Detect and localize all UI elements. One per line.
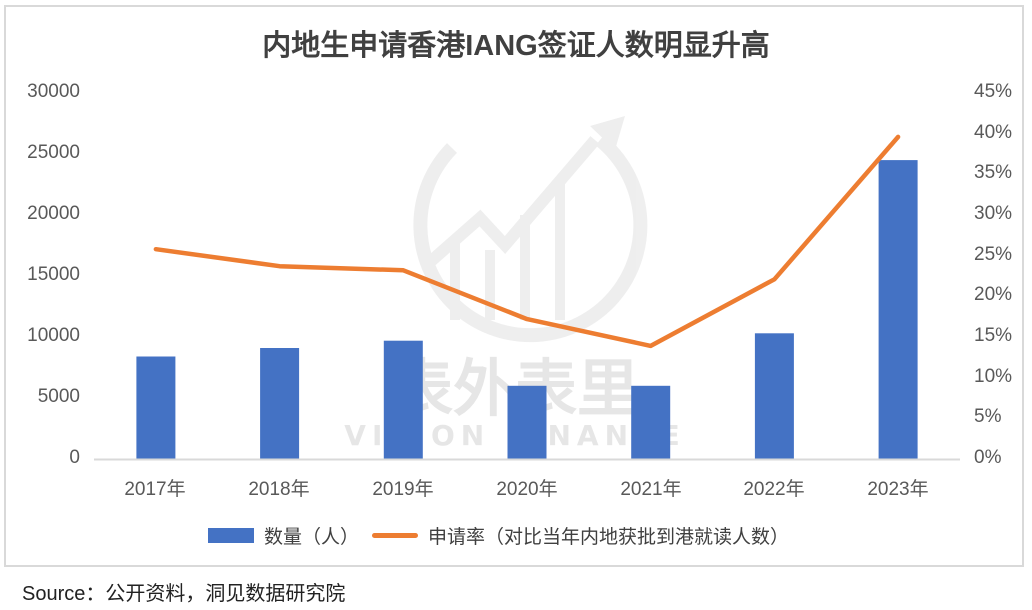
left-tick: 20000 (27, 203, 80, 224)
x-tick: 2017年 (124, 479, 186, 500)
legend-item-rate[interactable]: 申请率（对比当年内地获批到港就读人数） (372, 522, 789, 549)
watermark-logo-icon (413, 116, 648, 343)
x-tick: 2022年 (743, 479, 805, 500)
left-tick: 15000 (27, 264, 80, 285)
left-tick: 5000 (37, 386, 80, 407)
bar[interactable] (878, 160, 918, 459)
right-tick: 40% (974, 122, 1013, 143)
bar-swatch-icon (208, 528, 254, 543)
right-tick: 15% (974, 325, 1013, 346)
bar-series (136, 160, 918, 460)
left-tick: 0 (69, 447, 80, 468)
right-tick: 35% (974, 162, 1013, 183)
chart-title: 内地生申请香港IANG签证人数明显升高 (262, 30, 770, 62)
bar[interactable] (754, 333, 794, 459)
legend-label: 申请率（对比当年内地获批到港就读人数） (428, 527, 790, 548)
bar[interactable] (260, 348, 300, 459)
source-note: Source：公开资料，洞见数据研究院 (22, 583, 346, 605)
right-tick: 25% (974, 244, 1013, 265)
bar[interactable] (507, 385, 547, 459)
right-tick: 0% (974, 447, 1002, 468)
legend-label: 数量（人） (264, 527, 360, 548)
x-tick: 2018年 (248, 479, 310, 500)
line-swatch-icon (372, 533, 418, 538)
x-tick: 2019年 (372, 479, 434, 500)
right-tick: 30% (974, 203, 1013, 224)
right-tick: 20% (974, 284, 1013, 305)
chart-frame (4, 5, 1024, 567)
right-tick: 5% (974, 406, 1002, 427)
legend-item-count[interactable]: 数量（人） (208, 522, 359, 549)
left-tick: 10000 (27, 325, 80, 346)
bar[interactable] (136, 356, 176, 460)
left-tick: 30000 (27, 81, 80, 102)
bar[interactable] (383, 340, 423, 459)
legend: 数量（人） 申请率（对比当年内地获批到港就读人数） (0, 522, 1032, 550)
x-tick: 2023年 (867, 479, 929, 500)
x-tick: 2020年 (496, 479, 558, 500)
x-tick: 2021年 (620, 479, 682, 500)
right-tick: 45% (974, 81, 1013, 102)
right-tick: 10% (974, 366, 1013, 387)
left-tick: 25000 (27, 142, 80, 163)
rate-line-series (153, 134, 901, 349)
bar[interactable] (631, 385, 671, 459)
